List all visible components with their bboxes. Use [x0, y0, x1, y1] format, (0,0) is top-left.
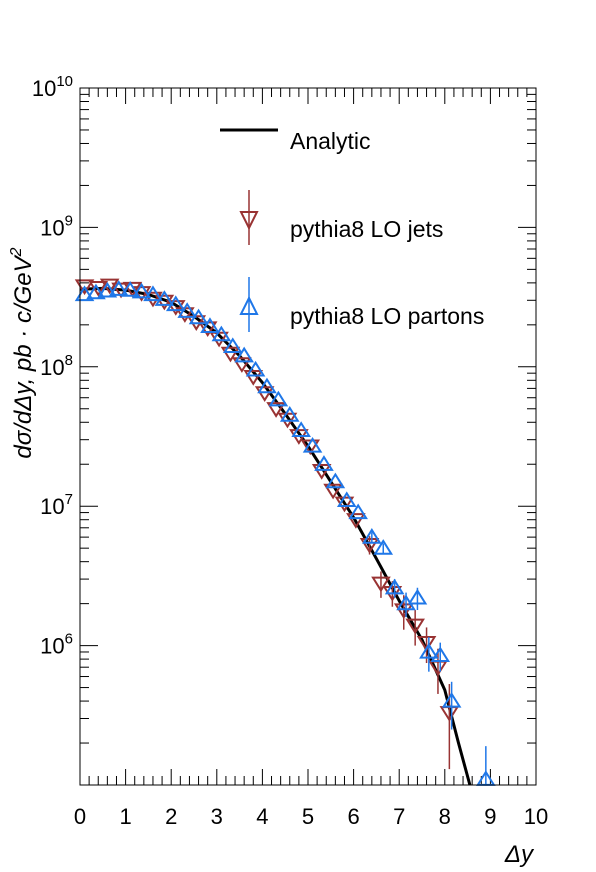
- partons-marker: [257, 377, 277, 394]
- partons-marker: [74, 285, 95, 302]
- partons-marker: [131, 282, 152, 299]
- series-pythia8-lo-partons: [74, 280, 496, 786]
- legend-label-analytic: Analytic: [290, 128, 371, 154]
- partons-marker: [177, 302, 197, 318]
- partons-marker: [188, 308, 209, 325]
- jets-marker: [346, 513, 366, 529]
- plot-frame: [79, 87, 537, 786]
- y-axis-title: dσ/dΔy, pb · c/GeV2: [8, 247, 37, 458]
- partons-marker: [97, 281, 118, 298]
- legend-box: [208, 108, 535, 348]
- x-tick-label: 2: [165, 804, 177, 829]
- legend-jets-marker: [239, 211, 259, 231]
- partons-marker: [430, 646, 451, 663]
- y-tick-label: 108: [40, 352, 73, 380]
- jets-marker: [122, 281, 143, 298]
- partons-marker: [291, 421, 311, 437]
- y-tick-label-exponent: 9: [65, 212, 73, 229]
- partons-marker: [108, 280, 129, 296]
- partons-marker: [245, 360, 266, 377]
- x-tick-label: 3: [211, 804, 223, 829]
- partons-marker: [314, 455, 334, 471]
- jets-marker: [300, 439, 321, 456]
- legend-label-jets: pythia8 LO jets: [290, 216, 443, 242]
- partons-marker: [384, 578, 405, 595]
- y-tick-label-base: 10: [40, 355, 64, 380]
- partons-marker: [362, 528, 382, 544]
- x-tick-label: 6: [347, 804, 359, 829]
- y-tick-label-base: 10: [32, 76, 56, 101]
- y-tick-label: 107: [40, 491, 73, 519]
- y-tick-label-base: 10: [40, 494, 64, 519]
- partons-marker: [234, 346, 254, 363]
- partons-marker: [120, 281, 140, 297]
- partons-marker: [268, 390, 289, 407]
- partons-marker: [86, 283, 106, 300]
- jets-marker: [74, 279, 95, 296]
- jets-marker: [220, 346, 241, 363]
- jets-marker: [393, 603, 414, 620]
- legend-label-partons: pythia8 LO partons: [290, 303, 484, 329]
- jets-marker: [371, 576, 391, 593]
- partons-marker: [154, 290, 175, 306]
- jets-marker: [232, 357, 252, 373]
- jets-marker: [266, 402, 286, 418]
- y-tick-label-base: 10: [40, 634, 64, 659]
- y-tick-label-exponent: 7: [65, 491, 73, 508]
- jets-marker: [311, 464, 332, 480]
- partons-marker: [373, 539, 394, 555]
- jets-marker: [416, 636, 437, 652]
- x-tick-label: 5: [302, 804, 314, 829]
- y-tick-label-exponent: 6: [65, 631, 73, 648]
- x-tick-label: 8: [439, 804, 451, 829]
- jets-marker: [254, 386, 275, 402]
- y-tick-label: 1010: [32, 73, 73, 101]
- y-axis-title-exponent: 2: [8, 247, 25, 257]
- jets-marker: [243, 370, 264, 386]
- y-tick-label: 109: [40, 212, 73, 240]
- partons-marker: [279, 406, 300, 422]
- legend: Analytic pythia8 LO jets pythia8 LO part…: [208, 108, 535, 348]
- y-tick-label: 106: [40, 631, 73, 659]
- partons-marker: [407, 588, 428, 605]
- jets-marker: [405, 618, 425, 635]
- partons-marker: [222, 337, 243, 354]
- partons-marker: [441, 691, 462, 708]
- x-tick-label: 4: [256, 804, 268, 829]
- x-tick-label: 7: [393, 804, 405, 829]
- y-tick-label-exponent: 10: [56, 73, 73, 90]
- jets-marker: [143, 291, 163, 308]
- x-tick-label: 9: [484, 804, 496, 829]
- jets-marker: [359, 538, 380, 554]
- partons-marker: [200, 317, 220, 333]
- y-axis-title-main: dσ/dΔy, pb · c/GeV: [10, 254, 37, 458]
- partons-marker: [336, 491, 357, 508]
- legend-partons-marker: [239, 295, 259, 315]
- partons-marker: [348, 503, 368, 520]
- y-tick-label-exponent: 8: [65, 352, 73, 369]
- x-tick-label: 10: [524, 804, 548, 829]
- partons-marker: [325, 472, 346, 489]
- y-axis-title-group: dσ/dΔy, pb · c/GeV2: [8, 247, 37, 458]
- partons-marker: [211, 325, 232, 342]
- x-tick-label: 0: [74, 804, 86, 829]
- y-tick-label-base: 10: [40, 215, 64, 240]
- x-tick-label: 1: [119, 804, 131, 829]
- partons-marker: [143, 285, 163, 302]
- partons-marker: [165, 295, 186, 312]
- x-axis-title: Δy: [504, 841, 535, 868]
- jets-marker: [323, 483, 343, 500]
- partons-marker: [419, 642, 439, 659]
- partons-marker: [302, 436, 323, 453]
